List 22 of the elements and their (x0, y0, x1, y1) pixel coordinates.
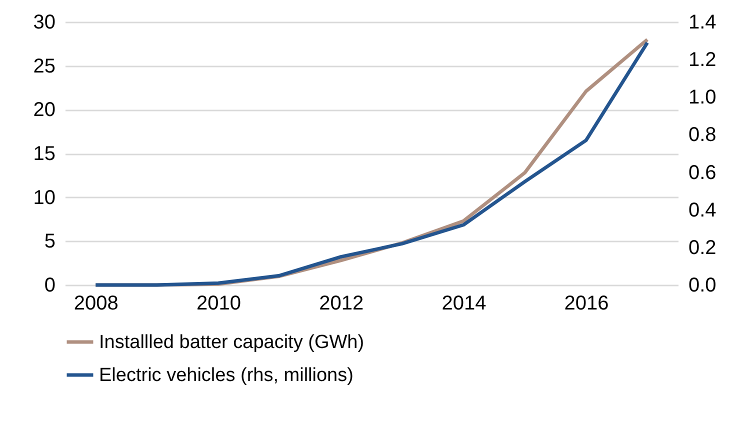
y2-tick-label: 0.0 (688, 274, 716, 296)
y2-tick-label: 1.2 (688, 49, 716, 72)
x-tick-label: 2008 (74, 292, 118, 314)
legend-label: Electric vehicles (rhs, millions) (99, 365, 354, 386)
y-tick-label: 30 (33, 12, 56, 34)
y-tick-label: 25 (33, 55, 56, 78)
y-tick-label: 5 (44, 230, 56, 253)
y2-tick-label: 1.0 (688, 86, 716, 109)
y2-tick-label: 1.4 (688, 12, 716, 34)
y-tick-label: 20 (33, 99, 56, 122)
legend-label: Installled batter capacity (GWh) (99, 332, 364, 353)
x-tick-label: 2012 (319, 292, 364, 314)
y2-tick-label: 0.2 (688, 236, 716, 259)
y-tick-label: 10 (33, 186, 56, 209)
y2-tick-label: 0.4 (688, 199, 716, 222)
x-tick-label: 2014 (442, 292, 486, 314)
y2-tick-label: 0.8 (688, 124, 716, 146)
x-tick-label: 2010 (196, 292, 241, 314)
y2-tick-label: 0.6 (688, 162, 716, 184)
y-tick-label: 15 (33, 143, 56, 165)
y-tick-label: 0 (44, 274, 56, 296)
x-tick-label: 2016 (564, 292, 609, 314)
